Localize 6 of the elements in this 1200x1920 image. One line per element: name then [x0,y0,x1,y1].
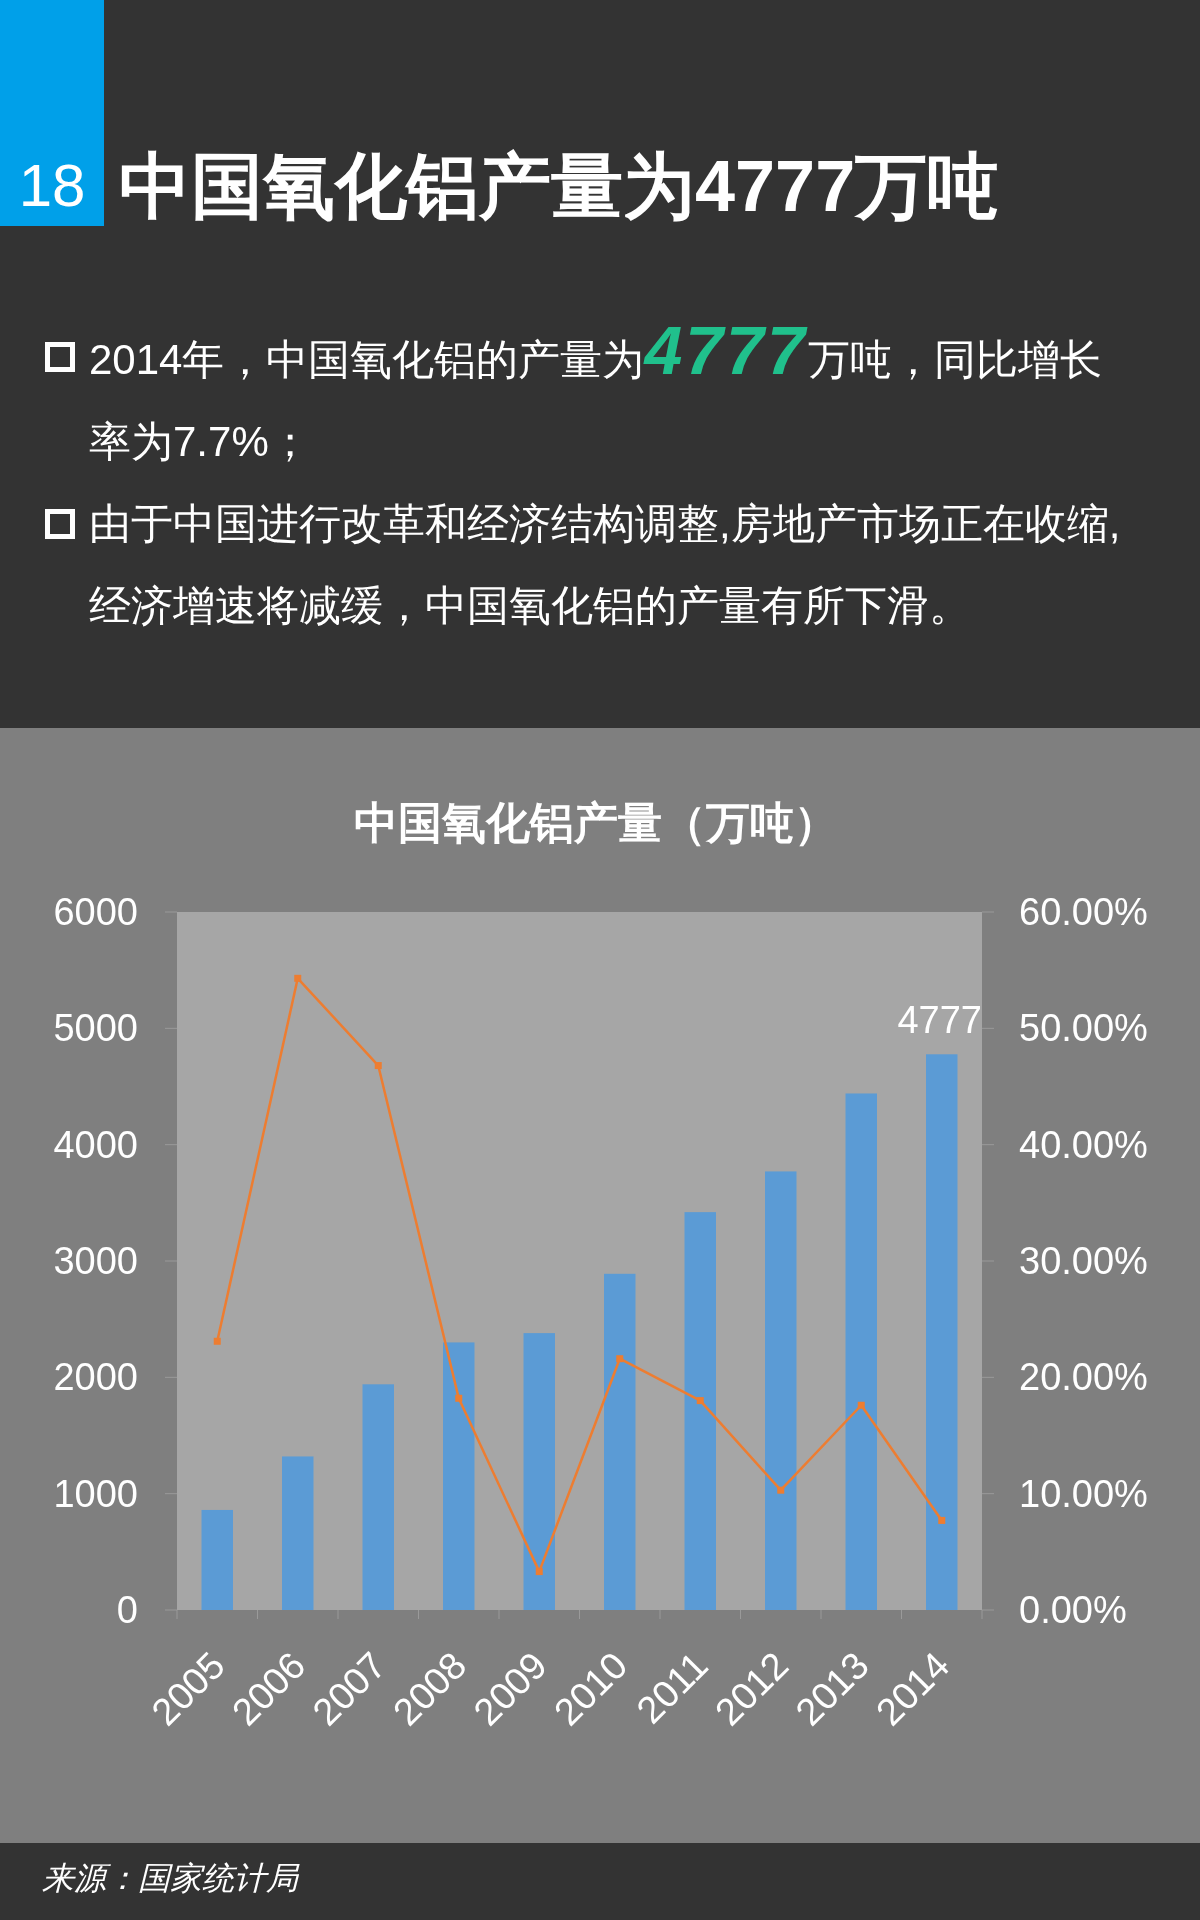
subtitle: 中国氧化铝产量（万吨） [354,798,838,847]
annotation: 由于中国进行改革和经济结构调整,房地产市场正在收缩,经济增速将减缓，中国氧化铝的产量有所下滑。 [89,483,1131,647]
annotation: 18 [18,152,86,219]
annotation: 2014年，中国氧化铝的产量为4777万吨，同比增长率为7.7%； [89,316,1131,483]
title: 中国氧化铝产量为4777万吨 [119,146,1000,226]
annotation: 来源：国家统计局 [42,1860,298,1896]
